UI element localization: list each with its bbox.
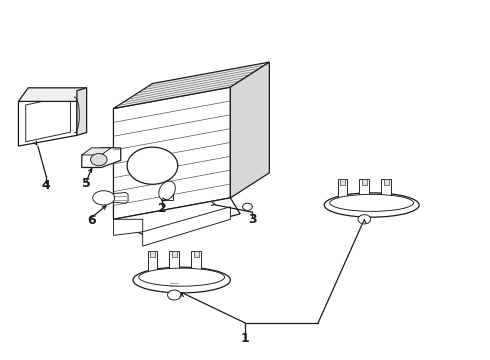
Polygon shape: [114, 198, 240, 237]
Circle shape: [91, 154, 107, 166]
Polygon shape: [114, 87, 230, 219]
Polygon shape: [147, 251, 157, 275]
Circle shape: [168, 290, 181, 300]
Polygon shape: [360, 179, 369, 201]
Ellipse shape: [133, 267, 230, 293]
Polygon shape: [143, 207, 230, 246]
Polygon shape: [114, 62, 270, 109]
Ellipse shape: [139, 268, 224, 286]
Text: 6: 6: [87, 213, 96, 226]
Polygon shape: [77, 88, 87, 135]
Polygon shape: [161, 194, 173, 200]
Polygon shape: [82, 148, 121, 167]
Circle shape: [243, 203, 252, 210]
Polygon shape: [192, 251, 201, 275]
Polygon shape: [381, 179, 391, 201]
Text: 4: 4: [42, 179, 50, 192]
Polygon shape: [338, 179, 347, 201]
Ellipse shape: [93, 191, 115, 205]
Text: 3: 3: [248, 213, 257, 226]
Polygon shape: [150, 251, 155, 257]
Text: 5: 5: [82, 177, 91, 190]
Polygon shape: [114, 219, 143, 235]
Polygon shape: [340, 179, 345, 185]
Ellipse shape: [330, 194, 414, 211]
Polygon shape: [114, 193, 128, 203]
Circle shape: [127, 147, 178, 184]
Polygon shape: [170, 251, 179, 275]
Polygon shape: [82, 148, 111, 155]
Polygon shape: [384, 179, 389, 185]
Text: 2: 2: [158, 202, 167, 215]
Polygon shape: [230, 62, 270, 198]
Polygon shape: [194, 251, 199, 257]
Polygon shape: [19, 88, 87, 102]
Ellipse shape: [159, 181, 175, 200]
Polygon shape: [19, 91, 77, 146]
Polygon shape: [172, 251, 177, 257]
Polygon shape: [362, 179, 367, 185]
Ellipse shape: [324, 193, 419, 217]
Text: 1: 1: [241, 333, 249, 346]
Circle shape: [358, 215, 371, 224]
